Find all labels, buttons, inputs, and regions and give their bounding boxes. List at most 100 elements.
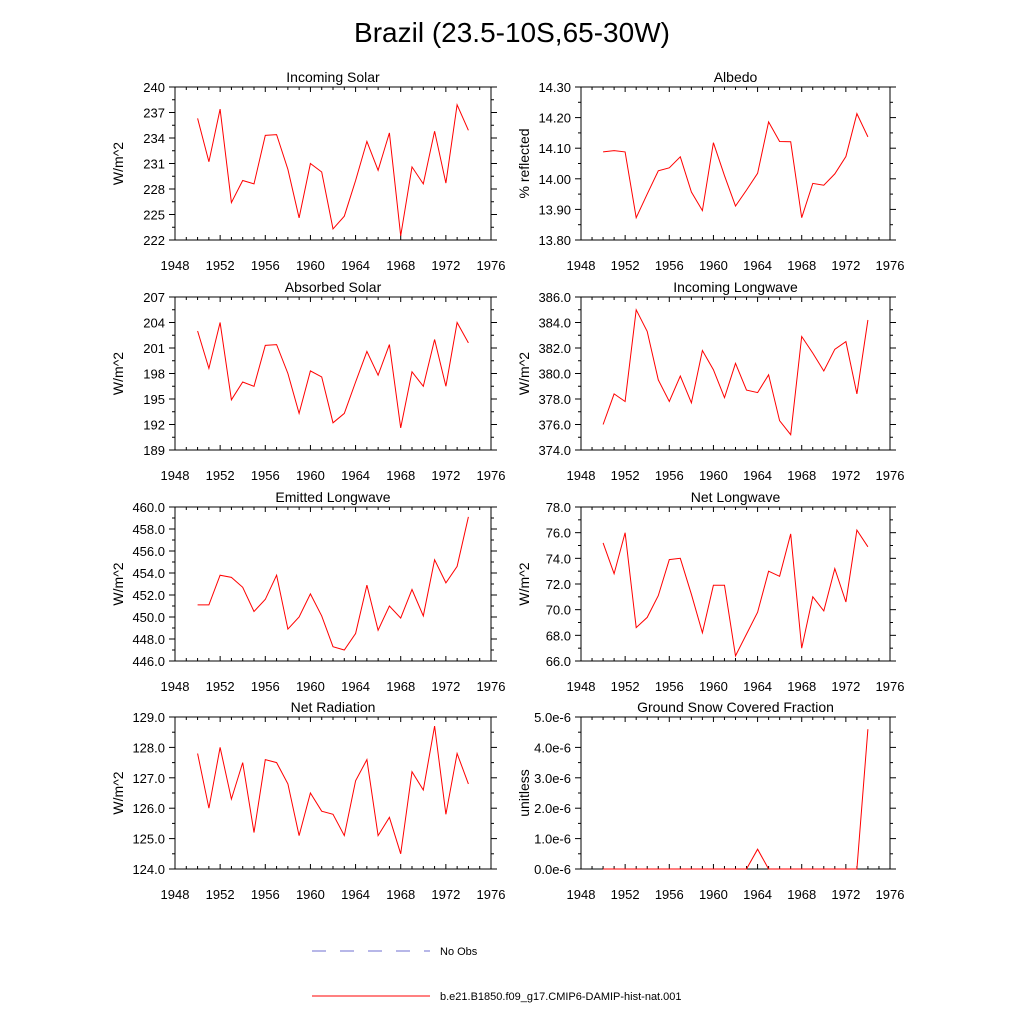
plot-frame xyxy=(174,86,492,241)
y-axis-label: W/m^2 xyxy=(110,771,126,814)
x-tick-label: 1956 xyxy=(251,258,280,273)
panel-incoming-solar: Incoming Solar 1948 1952 1956 1960 1964 1968 19… xyxy=(110,69,505,273)
x-tick-label: 1960 xyxy=(699,468,728,483)
y-tick-label: 386.0 xyxy=(538,290,571,305)
y-tick-label: 454.0 xyxy=(132,566,165,581)
y-tick-label: 201 xyxy=(143,341,165,356)
y-axis-label: W/m^2 xyxy=(110,352,126,395)
x-tick-label: 1952 xyxy=(206,258,235,273)
x-tick-label: 1972 xyxy=(831,887,860,902)
x-tick-label: 1956 xyxy=(655,887,684,902)
y-tick-label: 13.80 xyxy=(538,233,571,248)
y-tick-label: 450.0 xyxy=(132,610,165,625)
y-tick-label: 2.0e-6 xyxy=(534,801,571,816)
x-tick-label: 1968 xyxy=(787,679,816,694)
x-tick-label: 1968 xyxy=(386,468,415,483)
x-tick-label: 1948 xyxy=(567,258,596,273)
plot-frame xyxy=(580,506,891,662)
plot-frame xyxy=(174,296,492,451)
plot-frame xyxy=(174,506,492,662)
x-tick-label: 1972 xyxy=(831,258,860,273)
x-tick-label: 1972 xyxy=(831,468,860,483)
y-tick-label: 66.0 xyxy=(546,654,571,669)
x-tick-label: 1972 xyxy=(831,679,860,694)
x-tick-label: 1976 xyxy=(477,679,506,694)
x-tick-label: 1976 xyxy=(876,679,905,694)
y-tick-label: 68.0 xyxy=(546,628,571,643)
y-tick-label: 378.0 xyxy=(538,392,571,407)
panel-emitted-longwave: Emitted Longwave 1948 1952 1956 1960 1964 1968… xyxy=(110,489,505,694)
y-tick-label: 376.0 xyxy=(538,418,571,433)
x-tick-label: 1960 xyxy=(296,258,325,273)
x-tick-label: 1948 xyxy=(161,679,190,694)
x-tick-label: 1956 xyxy=(655,258,684,273)
plot-frame xyxy=(580,296,891,451)
y-tick-label: 228 xyxy=(143,182,165,197)
y-tick-label: 237 xyxy=(143,106,165,121)
x-tick-label: 1952 xyxy=(611,468,640,483)
y-tick-label: 195 xyxy=(143,392,165,407)
y-tick-label: 458.0 xyxy=(132,522,165,537)
x-tick-label: 1948 xyxy=(567,468,596,483)
x-tick-label: 1960 xyxy=(699,679,728,694)
y-tick-label: 76.0 xyxy=(546,526,571,541)
y-tick-label: 374.0 xyxy=(538,443,571,458)
panel-net-radiation: Net Radiation 1948 1952 1956 1960 1964 1968 197… xyxy=(110,699,505,902)
x-tick-label: 1976 xyxy=(876,887,905,902)
x-tick-label: 1956 xyxy=(251,887,280,902)
y-tick-label: 240 xyxy=(143,80,165,95)
x-tick-label: 1968 xyxy=(386,887,415,902)
x-tick-label: 1972 xyxy=(431,887,460,902)
series-line xyxy=(602,528,869,658)
y-tick-label: 192 xyxy=(143,418,165,433)
panel-absorbed-solar: Absorbed Solar 1948 1952 1956 1960 1964 1968 19… xyxy=(110,279,505,483)
y-tick-label: 128.0 xyxy=(132,740,165,755)
y-axis-label: W/m^2 xyxy=(516,562,532,605)
y-tick-label: 446.0 xyxy=(132,654,165,669)
y-tick-label: 125.0 xyxy=(132,832,165,847)
x-tick-label: 1960 xyxy=(296,679,325,694)
y-tick-label: 3.0e-6 xyxy=(534,771,571,786)
panel-title: Incoming Longwave xyxy=(673,279,798,295)
y-axis-label: % reflected xyxy=(516,128,532,198)
x-tick-label: 1964 xyxy=(341,679,370,694)
panel-ground-snow-covered-fraction: Ground Snow Covered Fraction 1948 1952 1956… xyxy=(516,699,904,902)
x-tick-label: 1956 xyxy=(655,468,684,483)
panel-incoming-longwave: Incoming Longwave 1948 1952 1956 1960 1964 196… xyxy=(516,279,904,483)
y-tick-label: 222 xyxy=(143,233,165,248)
y-tick-label: 5.0e-6 xyxy=(534,710,571,725)
y-tick-label: 225 xyxy=(143,208,165,223)
legend-model-label: b.e21.B1850.f09_g17.CMIP6-DAMIP-hist-nat… xyxy=(440,991,682,1003)
legend-obs-label: No Obs xyxy=(440,946,478,958)
x-tick-label: 1964 xyxy=(341,258,370,273)
x-tick-label: 1976 xyxy=(477,887,506,902)
x-tick-label: 1948 xyxy=(161,468,190,483)
y-tick-label: 78.0 xyxy=(546,500,571,515)
legend: No Obs b.e21.B1850.f09_g17.CMIP6-DAMIP-h… xyxy=(312,946,682,1003)
y-tick-label: 204 xyxy=(143,316,165,331)
y-tick-label: 452.0 xyxy=(132,588,165,603)
x-tick-label: 1956 xyxy=(655,679,684,694)
x-tick-label: 1964 xyxy=(743,258,772,273)
y-tick-label: 129.0 xyxy=(132,710,165,725)
x-tick-label: 1968 xyxy=(386,679,415,694)
panel-title: Emitted Longwave xyxy=(275,489,390,505)
y-axis-label: W/m^2 xyxy=(516,352,532,395)
x-tick-label: 1964 xyxy=(743,887,772,902)
y-tick-label: 70.0 xyxy=(546,603,571,618)
x-tick-label: 1960 xyxy=(296,468,325,483)
x-tick-label: 1964 xyxy=(341,887,370,902)
series-line xyxy=(197,726,469,854)
y-tick-label: 13.90 xyxy=(538,202,571,217)
y-tick-label: 126.0 xyxy=(132,801,165,816)
y-tick-label: 1.0e-6 xyxy=(534,832,571,847)
series-line xyxy=(603,112,869,220)
x-tick-label: 1976 xyxy=(477,468,506,483)
y-tick-label: 382.0 xyxy=(538,341,571,356)
y-tick-label: 127.0 xyxy=(132,771,165,786)
x-tick-label: 1972 xyxy=(431,679,460,694)
figure-title: Brazil (23.5-10S,65-30W) xyxy=(354,17,670,48)
y-tick-label: 198 xyxy=(143,367,165,382)
x-tick-label: 1976 xyxy=(477,258,506,273)
series-line xyxy=(602,308,869,436)
